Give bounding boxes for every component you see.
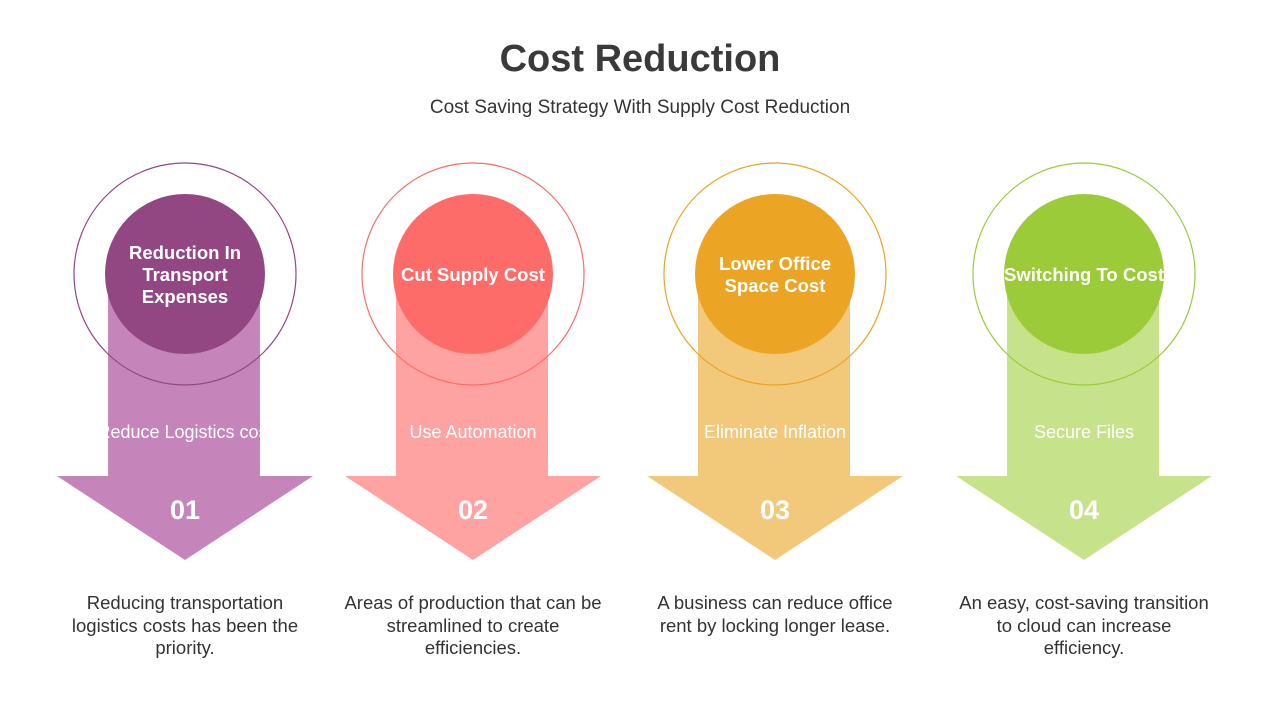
step-sub-2: Use Automation — [409, 422, 537, 442]
step-sub-4: Secure Files — [1033, 422, 1135, 442]
step-description-2: Areas of production that can be streamli… — [344, 592, 602, 658]
step-card-2: Cut Supply Cost Use Automation 02 Areas … — [343, 160, 603, 680]
step-arrow-graphic-2 — [345, 162, 601, 560]
step-heading-3: Lower Office Space Cost — [718, 253, 832, 296]
heading-circle-2 — [393, 194, 553, 354]
arrow-shape-4 — [956, 275, 1212, 560]
step-heading-1: Reduction In Transport Expenses — [128, 242, 242, 307]
outer-ring-1 — [73, 162, 297, 386]
page-subtitle: Cost Saving Strategy With Supply Cost Re… — [429, 97, 851, 118]
step-arrow-graphic-4 — [956, 162, 1212, 560]
step-card-1: Reduction In Transport Expenses Reduce L… — [55, 160, 315, 680]
step-description-4: An easy, cost-saving transition to cloud… — [959, 592, 1209, 658]
step-description-1: Reducing transportation logistics costs … — [71, 592, 299, 658]
step-card-4: Switching To Cost Secure Files 04 An eas… — [954, 160, 1214, 680]
step-card-3: Lower Office Space Cost Eliminate Inflat… — [645, 160, 905, 680]
heading-circle-3 — [695, 194, 855, 354]
step-number-1: 01 — [169, 495, 201, 525]
arrow-shape-2 — [345, 275, 601, 560]
outer-ring-2 — [361, 162, 585, 386]
page-title: Cost Reduction — [499, 38, 781, 80]
heading-circle-1 — [105, 194, 265, 354]
step-arrow-graphic-3 — [647, 162, 903, 560]
step-number-4: 04 — [1068, 495, 1100, 525]
arrow-shape-1 — [57, 275, 313, 560]
step-sub-3: Eliminate Inflation — [703, 422, 847, 442]
step-heading-4: Switching To Cost — [1004, 264, 1164, 285]
step-number-3: 03 — [759, 495, 791, 525]
outer-ring-4 — [972, 162, 1196, 386]
step-sub-1: Reduce Logistics cost — [97, 422, 273, 442]
step-description-3: A business can reduce office rent by loc… — [657, 592, 893, 636]
arrow-shape-3 — [647, 275, 903, 560]
step-heading-2: Cut Supply Cost — [401, 264, 545, 285]
outer-ring-3 — [663, 162, 887, 386]
heading-circle-4 — [1004, 194, 1164, 354]
step-arrow-graphic-1 — [57, 162, 313, 560]
step-number-2: 02 — [457, 495, 489, 525]
